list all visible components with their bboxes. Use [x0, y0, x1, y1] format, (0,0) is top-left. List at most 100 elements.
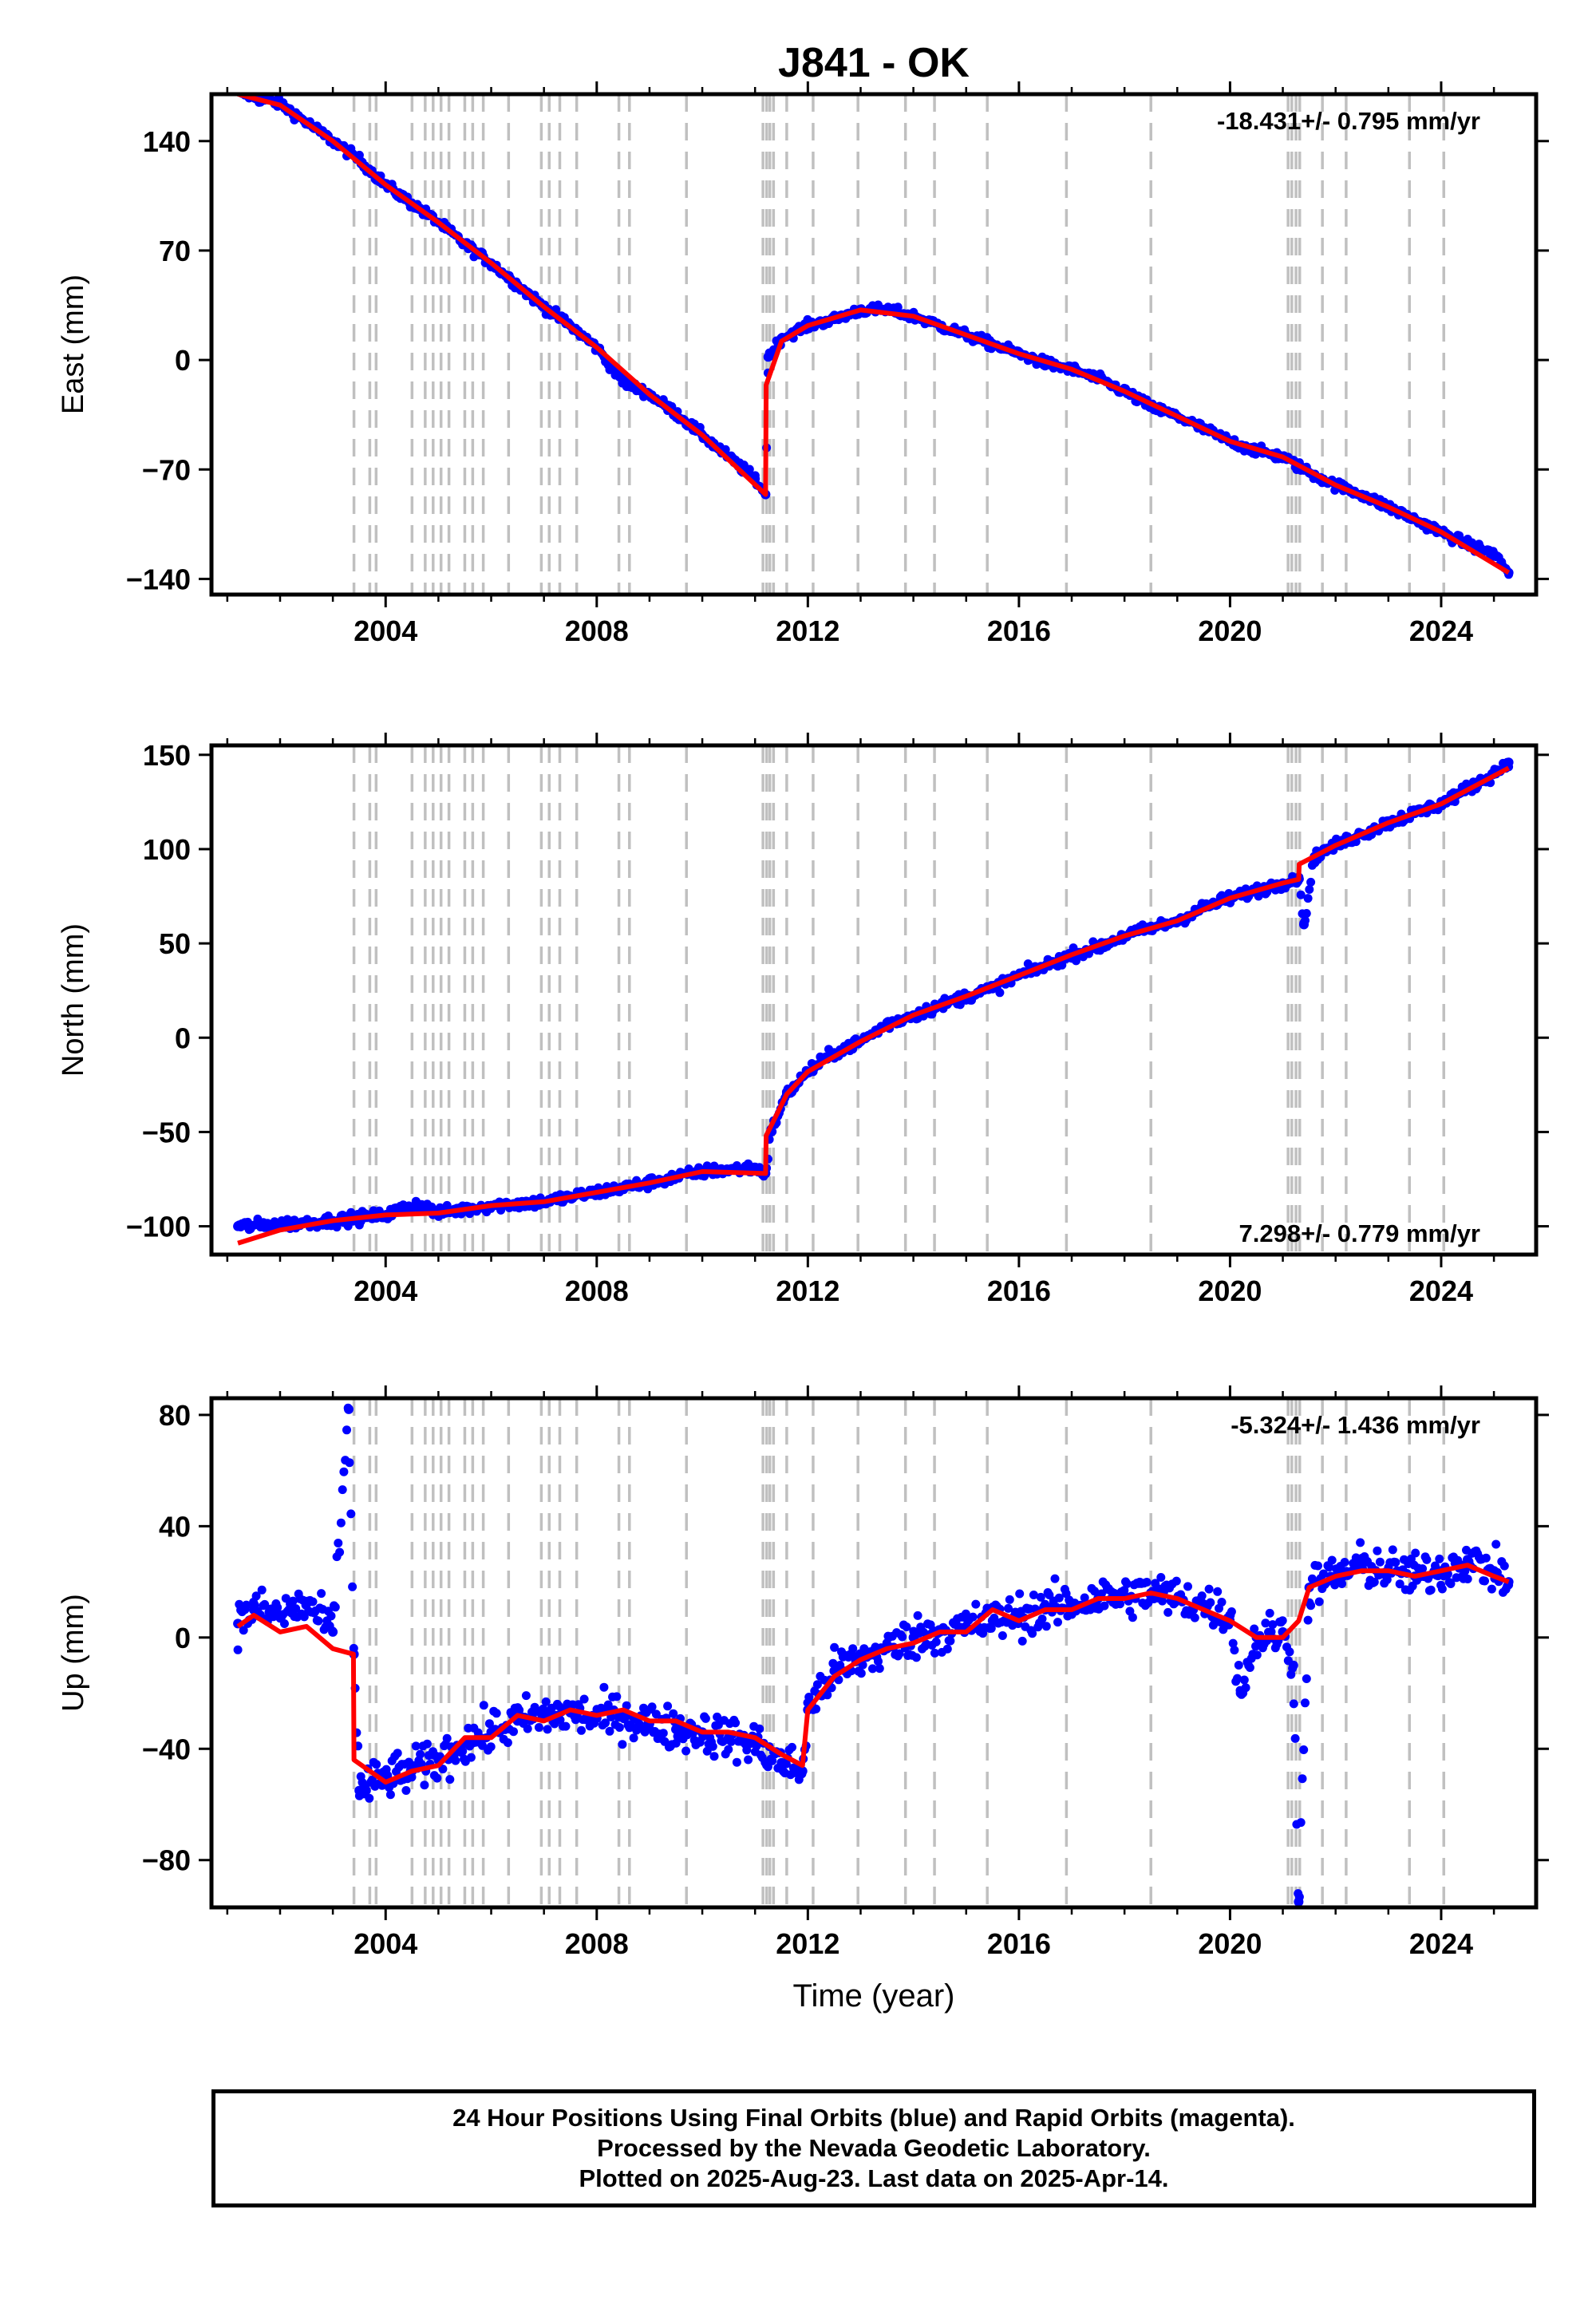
up-x-tick-label: 2020	[1198, 1927, 1262, 1960]
up-position-point	[342, 1425, 351, 1435]
up-y-tick-label: 0	[175, 1622, 191, 1654]
up-position-point	[479, 1701, 488, 1710]
up-position-point	[420, 1780, 429, 1790]
north-y-tick-label: 0	[175, 1022, 191, 1054]
up-position-point	[1422, 1555, 1432, 1564]
up-y-tick-label: 40	[159, 1510, 191, 1543]
up-position-point	[902, 1622, 911, 1631]
up-position-point	[1250, 1624, 1259, 1634]
up-position-point	[614, 1723, 624, 1732]
east-plot-frame	[209, 92, 1539, 597]
up-position-point	[946, 1636, 955, 1646]
up-position-point	[968, 1612, 978, 1622]
up-position-point	[1245, 1663, 1254, 1672]
up-position-point	[812, 1704, 821, 1713]
up-position-point	[1340, 1558, 1349, 1567]
up-position-point	[445, 1775, 455, 1784]
up-position-point	[288, 1596, 298, 1606]
up-position-point	[1288, 1660, 1298, 1670]
up-position-point	[541, 1697, 551, 1706]
up-position-point	[874, 1657, 883, 1666]
up-position-point	[986, 1623, 996, 1633]
up-position-point	[345, 1458, 354, 1468]
up-position-point	[603, 1700, 613, 1709]
up-position-point	[848, 1644, 858, 1654]
up-position-point	[1239, 1675, 1249, 1685]
up-position-point	[1028, 1629, 1037, 1638]
up-x-axis-label: Time (year)	[793, 1978, 955, 2014]
up-position-point	[1230, 1646, 1239, 1655]
up-position-point	[1278, 1616, 1287, 1626]
up-position-point	[1463, 1555, 1472, 1565]
up-position-point	[1036, 1592, 1045, 1602]
up-position-point	[579, 1694, 589, 1704]
up-position-point	[466, 1753, 476, 1762]
up-position-point	[1302, 1674, 1311, 1683]
north-position-point	[1303, 894, 1313, 903]
up-position-point	[701, 1713, 710, 1723]
up-position-point	[942, 1644, 952, 1654]
up-position-point	[257, 1585, 267, 1595]
up-position-point	[1446, 1579, 1456, 1588]
up-position-point	[248, 1605, 259, 1614]
north-x-tick-label: 2024	[1409, 1275, 1473, 1307]
north-position-point	[1057, 960, 1067, 970]
up-position-point	[987, 1615, 998, 1626]
up-position-point	[599, 1682, 609, 1692]
up-position-point	[1426, 1585, 1436, 1595]
up-position-point	[1268, 1620, 1278, 1630]
up-position-point	[1289, 1699, 1298, 1709]
up-position-point	[1437, 1584, 1447, 1594]
up-position-point	[1054, 1593, 1064, 1603]
up-position-point	[326, 1611, 336, 1621]
up-position-point	[1356, 1538, 1365, 1547]
up-position-point	[709, 1752, 719, 1761]
up-position-point	[898, 1632, 907, 1642]
up-position-point	[433, 1773, 442, 1783]
north-position-point	[412, 1199, 422, 1209]
up-position-point	[931, 1637, 941, 1646]
east-x-tick-label: 2008	[565, 615, 629, 647]
up-y-tick-label: −80	[142, 1844, 191, 1877]
east-x-tick-label: 2016	[987, 615, 1051, 647]
east-y-tick-label: 70	[159, 235, 191, 267]
north-position-point	[1503, 757, 1514, 768]
up-position-point	[1217, 1598, 1227, 1607]
north-x-tick-label: 2004	[354, 1275, 417, 1307]
up-position-point	[1373, 1546, 1382, 1555]
up-position-point	[291, 1604, 301, 1614]
east-equipment-step-lines	[352, 94, 1446, 595]
up-position-point	[1213, 1587, 1223, 1596]
north-x-tick-label: 2008	[565, 1275, 629, 1307]
up-position-point	[1487, 1584, 1496, 1594]
up-position-point	[280, 1619, 289, 1628]
east-position-point	[1489, 549, 1499, 559]
up-position-point	[1460, 1567, 1470, 1576]
up-position-point	[1382, 1575, 1392, 1584]
east-x-tick-label: 2012	[776, 615, 839, 647]
up-position-point	[1017, 1636, 1027, 1646]
up-position-point	[1053, 1618, 1062, 1627]
up-position-point	[788, 1742, 796, 1752]
up-position-point	[1418, 1564, 1428, 1574]
up-position-point	[629, 1733, 638, 1743]
north-position-point	[233, 1221, 243, 1231]
up-x-tick-label: 2004	[354, 1927, 417, 1960]
up-position-point	[317, 1589, 326, 1599]
up-position-point	[971, 1599, 981, 1609]
up-x-tick-label: 2008	[565, 1927, 629, 1960]
up-position-point	[521, 1691, 531, 1701]
up-position-point	[486, 1742, 496, 1752]
up-position-point	[1041, 1622, 1051, 1631]
up-position-point	[1015, 1589, 1025, 1599]
east-position-point	[893, 302, 903, 312]
east-x-tick-label: 2004	[354, 615, 417, 647]
east-panel: 2004 2008 2012 2016 2020 2024 −140 −70 0 70 140 Eas…	[57, 81, 1549, 647]
up-position-point	[1375, 1557, 1385, 1567]
up-position-point	[1395, 1579, 1404, 1589]
up-position-point	[1480, 1576, 1489, 1586]
up-position-point	[1142, 1578, 1152, 1587]
up-position-point	[1299, 1745, 1309, 1754]
up-y-tick-label: −40	[142, 1733, 191, 1765]
